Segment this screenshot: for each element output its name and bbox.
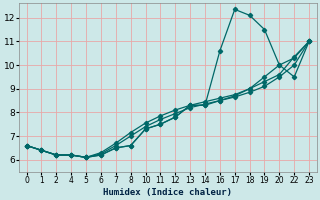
X-axis label: Humidex (Indice chaleur): Humidex (Indice chaleur): [103, 188, 232, 197]
